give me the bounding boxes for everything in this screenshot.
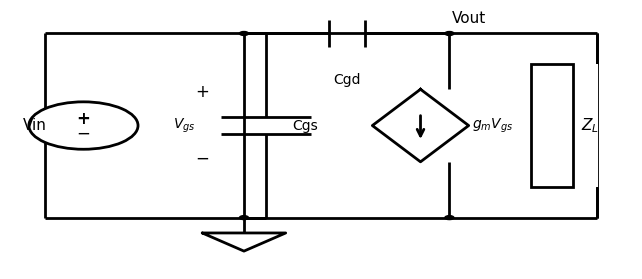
- Bar: [596, 64, 598, 187]
- Circle shape: [29, 102, 138, 149]
- Text: $Z_L$: $Z_L$: [581, 116, 599, 135]
- Text: −: −: [76, 125, 91, 143]
- Text: Vout: Vout: [451, 11, 486, 26]
- Text: Vin: Vin: [22, 118, 46, 133]
- Text: +: +: [76, 110, 91, 128]
- Circle shape: [239, 216, 248, 220]
- Circle shape: [239, 32, 248, 35]
- Text: Cgs: Cgs: [292, 119, 318, 133]
- Text: −: −: [195, 150, 209, 168]
- Text: $g_m V_{gs}$: $g_m V_{gs}$: [472, 116, 513, 135]
- Circle shape: [445, 216, 454, 220]
- Bar: [531, 64, 573, 187]
- Text: Cgd: Cgd: [333, 73, 360, 86]
- Text: +: +: [195, 83, 209, 101]
- Text: $V_{gs}$: $V_{gs}$: [173, 116, 196, 135]
- Circle shape: [445, 32, 454, 35]
